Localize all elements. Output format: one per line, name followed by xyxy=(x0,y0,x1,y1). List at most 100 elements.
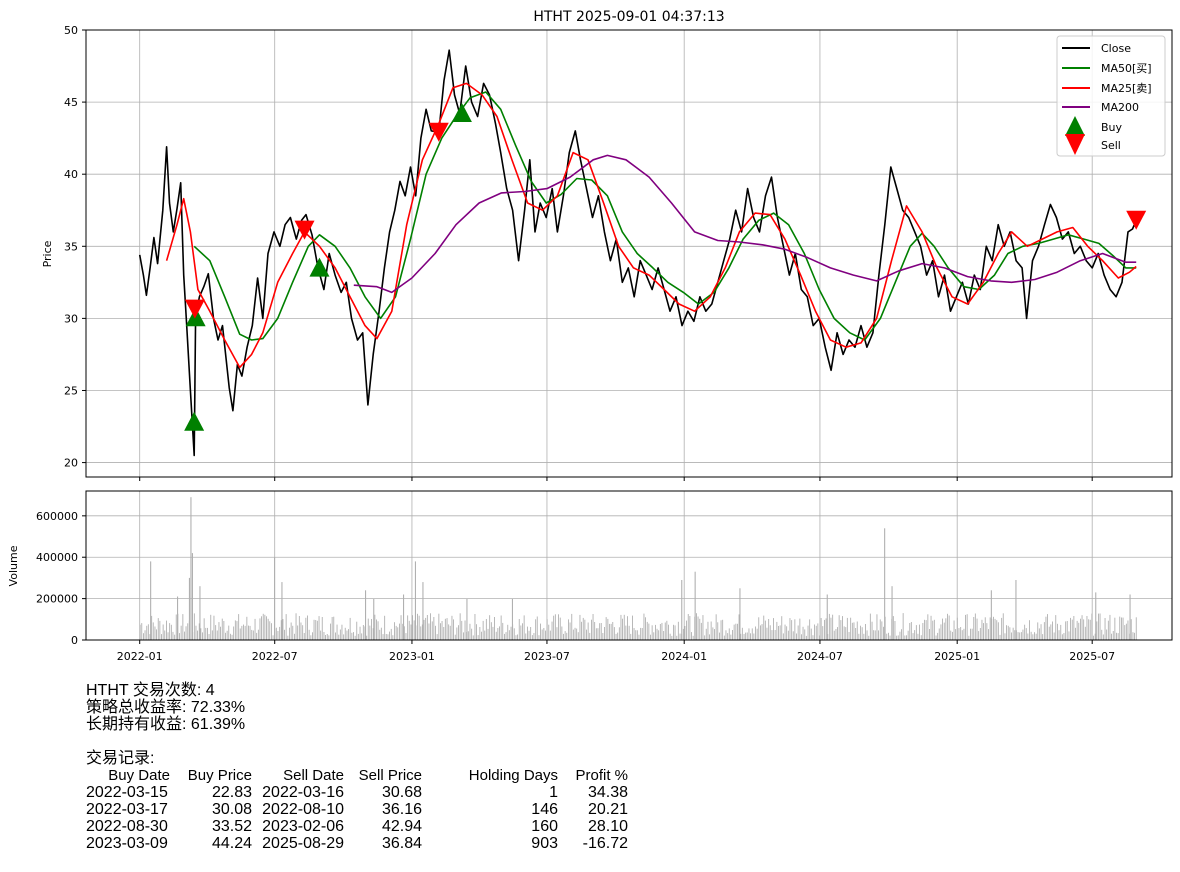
volume-bar xyxy=(1004,633,1006,640)
volume-bar xyxy=(249,625,251,640)
volume-bar xyxy=(628,625,630,640)
volume-bar xyxy=(492,626,494,640)
volume-bar xyxy=(252,630,254,640)
volume-bar xyxy=(791,620,793,640)
volume-bar xyxy=(663,631,665,640)
volume-bar xyxy=(687,614,689,640)
volume-bar xyxy=(979,628,981,640)
volume-bar xyxy=(717,622,719,640)
volume-bar xyxy=(922,623,924,640)
volume-bar xyxy=(958,628,960,640)
volume-bar xyxy=(458,625,459,640)
volume-bar xyxy=(773,618,774,640)
volume-bar xyxy=(223,621,225,640)
volume-bar xyxy=(413,620,415,640)
volume-bar xyxy=(164,630,166,640)
volume-bar xyxy=(1088,619,1090,640)
volume-bar xyxy=(500,615,502,640)
volume-bar xyxy=(997,622,999,640)
volume-bar xyxy=(696,613,697,640)
volume-bar xyxy=(674,625,676,640)
volume-bar xyxy=(835,629,837,640)
volume-bar xyxy=(446,618,448,640)
volume-bar xyxy=(618,627,620,640)
volume-bar xyxy=(333,616,335,640)
volume-bar xyxy=(719,632,720,640)
volume-bar xyxy=(384,615,386,640)
volume-bar xyxy=(364,626,366,640)
volume-bar xyxy=(694,571,696,640)
legend-box xyxy=(1056,35,1166,157)
volume-bar xyxy=(1127,620,1129,640)
volume-bar xyxy=(277,631,279,640)
volume-bar xyxy=(211,630,213,640)
volume-bar xyxy=(443,627,445,640)
volume-bar xyxy=(927,614,929,640)
volume-bar xyxy=(487,628,489,640)
volume-bar xyxy=(974,613,976,640)
volume-bar xyxy=(376,619,377,640)
volume-bar xyxy=(208,634,210,640)
volume-bar xyxy=(884,528,886,641)
price-y-tick-label: 45 xyxy=(64,96,78,109)
volume-bar xyxy=(901,629,902,640)
volume-bar xyxy=(290,622,292,640)
volume-bar xyxy=(284,629,285,640)
volume-bar xyxy=(425,617,427,640)
table-row: 2022-03-17 30.08 2022-08-10 36.16 146 20… xyxy=(86,801,628,818)
volume-bar xyxy=(833,630,835,640)
volume-bar xyxy=(577,632,579,640)
volume-bar xyxy=(1042,634,1044,640)
volume-bar xyxy=(1061,634,1063,640)
volume-bar xyxy=(888,632,889,640)
volume-bar xyxy=(970,628,971,640)
volume-bar xyxy=(508,630,510,640)
volume-bar xyxy=(266,616,267,640)
volume-bar xyxy=(702,615,704,640)
volume-bar xyxy=(1019,632,1021,640)
volume-bar xyxy=(869,613,871,640)
volume-bar xyxy=(863,633,865,640)
volume-bar xyxy=(149,634,151,640)
volume-bar xyxy=(489,615,491,640)
volume-bar xyxy=(750,633,751,640)
volume-bar xyxy=(520,625,522,640)
volume-bar xyxy=(289,627,290,640)
volume-bar xyxy=(879,619,881,640)
sell-marker xyxy=(1126,210,1147,230)
volume-bar xyxy=(287,635,289,640)
volume-bar xyxy=(530,627,532,640)
volume-bar xyxy=(518,619,520,640)
volume-bar xyxy=(904,635,906,640)
volume-bar xyxy=(152,622,154,640)
volume-bar xyxy=(1043,622,1045,640)
volume-bar xyxy=(321,617,323,640)
volume-bar xyxy=(420,626,422,640)
volume-bar xyxy=(645,617,646,640)
volume-bar xyxy=(676,635,678,640)
legend-label-close: Close xyxy=(1101,42,1131,55)
volume-bar xyxy=(295,613,297,640)
volume-bar xyxy=(281,582,283,640)
volume-bar xyxy=(300,622,302,640)
volume-bar xyxy=(175,614,177,640)
volume-bar xyxy=(748,628,750,640)
volume-bar xyxy=(541,629,543,640)
volume-y-tick-label: 0 xyxy=(71,634,78,647)
volume-bar xyxy=(807,625,809,640)
volume-bar xyxy=(1116,632,1117,640)
volume-bar xyxy=(925,620,927,640)
volume-bar xyxy=(915,625,917,640)
volume-bar xyxy=(367,618,369,640)
sell-price-cell: 36.84 xyxy=(381,835,422,852)
volume-bar xyxy=(986,623,988,640)
volume-bar xyxy=(346,630,348,640)
volume-bar xyxy=(1045,616,1047,640)
volume-bar xyxy=(671,635,673,640)
volume-bar xyxy=(362,625,364,640)
backtest-report: HTHT 交易次数: 4 策略总收益率: 72.33% 长期持有收益: 61.3… xyxy=(86,682,786,852)
volume-bar xyxy=(699,618,701,640)
volume-bar xyxy=(651,625,653,640)
volume-bar xyxy=(282,619,284,640)
volume-bar xyxy=(966,614,968,640)
